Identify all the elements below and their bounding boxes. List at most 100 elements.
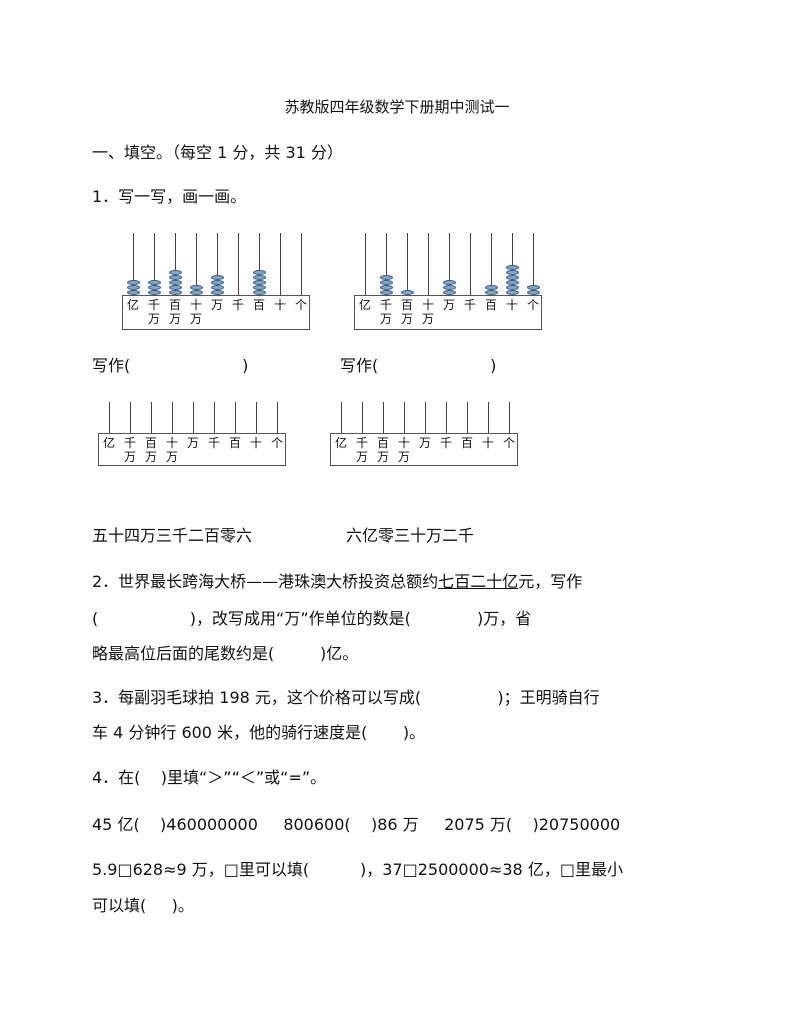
abacus-rod bbox=[133, 233, 135, 295]
place-value-label: 千 bbox=[355, 436, 368, 450]
abacus-rod bbox=[256, 402, 258, 433]
abacus-bead bbox=[148, 285, 161, 290]
abacus-bead bbox=[169, 270, 182, 275]
abacus-rod bbox=[214, 402, 216, 433]
place-value-label: 千 bbox=[207, 436, 220, 450]
abacus-rod bbox=[467, 402, 469, 433]
place-value-label: 百 bbox=[228, 436, 241, 450]
abacus-rod bbox=[512, 233, 514, 295]
abacus-bead bbox=[443, 280, 456, 285]
abacus-rod bbox=[365, 233, 367, 295]
place-value-label: 万 bbox=[210, 298, 223, 312]
abacus-bead bbox=[253, 285, 266, 290]
q1-write-b[interactable]: 写作( ) bbox=[340, 356, 497, 375]
place-value-label: 亿 bbox=[358, 298, 371, 312]
abacus-bead bbox=[169, 290, 182, 295]
q1-draw-a: 五十四万三千二百零六 bbox=[92, 526, 253, 545]
abacus-bead bbox=[485, 290, 498, 295]
place-value-label: 亿 bbox=[334, 436, 347, 450]
q2-text: 2．世界最长跨海大桥——港珠澳大桥投资总额约 bbox=[92, 572, 439, 591]
abacus-bead bbox=[380, 280, 393, 285]
q4-line1: 4．在( )里填“＞”“＜”或“=”。 bbox=[92, 768, 327, 787]
abacus-bead bbox=[148, 290, 161, 295]
abacus-bead bbox=[443, 290, 456, 295]
q3-line2[interactable]: 车 4 分钟行 600 米，他的骑行速度是( )。 bbox=[92, 723, 426, 742]
place-value-label: 千 bbox=[231, 298, 244, 312]
q3-line1[interactable]: 3．每副羽毛球拍 198 元，这个价格可以写成( )；王明骑自行 bbox=[92, 688, 600, 707]
q5-line1[interactable]: 5.9□628≈9 万，□里可以填( )，37□2500000≈38 亿，□里最… bbox=[92, 860, 623, 879]
place-value-label: 百 bbox=[460, 436, 473, 450]
q1-draw-b: 六亿零三十万二千 bbox=[346, 526, 475, 545]
abacus-rod bbox=[193, 402, 195, 433]
abacus-rod bbox=[425, 402, 427, 433]
abacus-rod bbox=[196, 233, 198, 295]
abacus-rod bbox=[449, 233, 451, 295]
abacus-bead bbox=[253, 270, 266, 275]
place-value-label: 十 bbox=[397, 436, 410, 450]
abacus-rod bbox=[407, 233, 409, 295]
abacus-rod bbox=[383, 402, 385, 433]
place-value-label: 个 bbox=[294, 298, 307, 312]
q2-line2[interactable]: ( )，改写成用“万”作单位的数是( )万，省 bbox=[92, 609, 532, 628]
q4-line2[interactable]: 45 亿( )460000000 800600( )86 万 2075 万( )… bbox=[92, 815, 621, 834]
abacus-bead bbox=[380, 285, 393, 290]
q2-line3[interactable]: 略最高位后面的尾数约是( )亿。 bbox=[92, 644, 359, 663]
abacus-bead bbox=[253, 275, 266, 280]
abacus-rod bbox=[491, 233, 493, 295]
place-value-label: 万 bbox=[144, 450, 157, 464]
place-value-label: 百 bbox=[484, 298, 497, 312]
place-value-label: 个 bbox=[270, 436, 283, 450]
place-value-label: 万 bbox=[421, 312, 434, 326]
abacus-bead bbox=[443, 285, 456, 290]
q1-prompt: 1．写一写，画一画。 bbox=[92, 187, 247, 206]
abacus-bead bbox=[253, 280, 266, 285]
place-value-label: 万 bbox=[376, 450, 389, 464]
place-value-label: 万 bbox=[379, 312, 392, 326]
abacus-bead bbox=[380, 290, 393, 295]
abacus-bead bbox=[211, 285, 224, 290]
abacus-bead bbox=[253, 290, 266, 295]
place-value-label: 亿 bbox=[126, 298, 139, 312]
place-value-label: 百 bbox=[168, 298, 181, 312]
place-value-label: 十 bbox=[481, 436, 494, 450]
abacus-bead bbox=[169, 280, 182, 285]
place-value-label: 十 bbox=[249, 436, 262, 450]
abacus-rod bbox=[280, 233, 282, 295]
abacus-bead bbox=[148, 280, 161, 285]
place-value-label: 十 bbox=[273, 298, 286, 312]
page-title: 苏教版四年级数学下册期中测试一 bbox=[284, 98, 510, 116]
abacus-bead bbox=[506, 280, 519, 285]
abacus-bead bbox=[527, 290, 540, 295]
place-value-label: 万 bbox=[355, 450, 368, 464]
place-value-label: 百 bbox=[144, 436, 157, 450]
abacus-frame bbox=[98, 433, 286, 466]
place-value-label: 十 bbox=[189, 298, 202, 312]
q5-line2[interactable]: 可以填( )。 bbox=[92, 896, 194, 915]
place-value-label: 万 bbox=[168, 312, 181, 326]
place-value-label: 百 bbox=[252, 298, 265, 312]
abacus-rod bbox=[404, 402, 406, 433]
abacus-rod bbox=[446, 402, 448, 433]
q1-write-a[interactable]: 写作( ) bbox=[92, 356, 249, 375]
place-value-label: 千 bbox=[379, 298, 392, 312]
abacus-rod bbox=[172, 402, 174, 433]
section-heading: 一、填空。（每空 1 分，共 31 分） bbox=[92, 143, 343, 162]
abacus-bead bbox=[380, 275, 393, 280]
place-value-label: 千 bbox=[463, 298, 476, 312]
place-value-label: 万 bbox=[400, 312, 413, 326]
q2-text-end: 元，写作 bbox=[518, 572, 583, 591]
abacus-rod bbox=[235, 402, 237, 433]
abacus-bead bbox=[211, 280, 224, 285]
abacus-bead bbox=[211, 275, 224, 280]
abacus-rod bbox=[109, 402, 111, 433]
abacus-bead bbox=[506, 275, 519, 280]
place-value-label: 十 bbox=[165, 436, 178, 450]
abacus-bead bbox=[527, 285, 540, 290]
abacus-rod bbox=[238, 233, 240, 295]
place-value-label: 百 bbox=[376, 436, 389, 450]
place-value-label: 万 bbox=[189, 312, 202, 326]
abacus-bead bbox=[506, 290, 519, 295]
place-value-label: 万 bbox=[123, 450, 136, 464]
abacus-rod bbox=[175, 233, 177, 295]
place-value-label: 个 bbox=[526, 298, 539, 312]
